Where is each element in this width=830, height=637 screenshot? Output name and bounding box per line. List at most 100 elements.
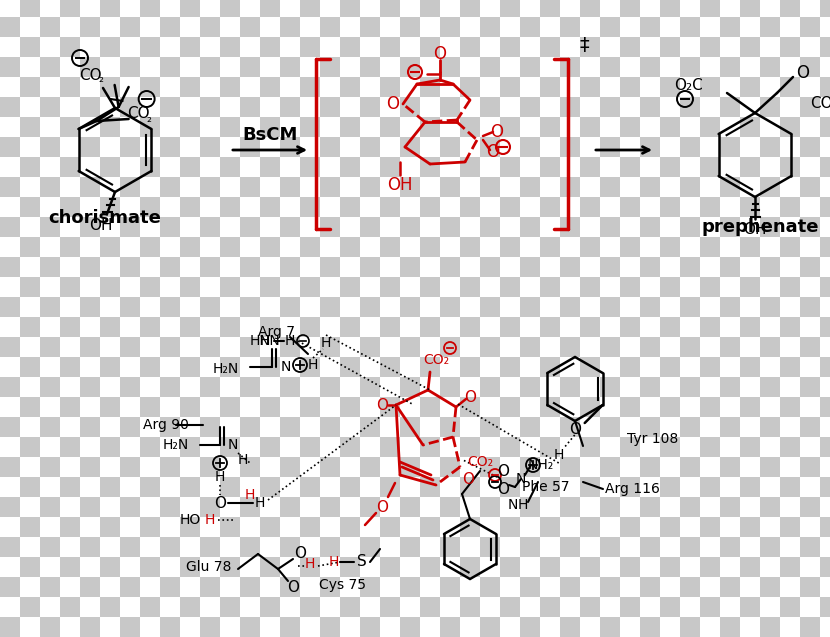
Bar [500,97,520,117]
Bar [0,537,20,557]
Bar [520,597,540,617]
Bar [640,217,660,237]
Bar [700,337,720,357]
Bar [520,0,540,17]
Bar [60,577,80,597]
Bar [200,457,220,477]
Bar [200,597,220,617]
Bar [620,457,640,477]
Text: Arg 90: Arg 90 [143,418,189,432]
Bar [320,457,340,477]
Bar [360,557,380,577]
Bar [700,617,720,637]
Text: O: O [287,580,299,594]
Bar [700,317,720,337]
Bar [440,237,460,257]
Bar [500,557,520,577]
Text: HN: HN [260,334,281,348]
Bar [360,217,380,237]
Bar [60,517,80,537]
Bar [140,0,160,17]
Bar [260,137,280,157]
Bar [660,177,680,197]
Bar [60,397,80,417]
Bar [520,217,540,237]
Bar [580,437,600,457]
Text: Cys 75: Cys 75 [319,578,365,592]
Bar [500,277,520,297]
Bar [380,377,400,397]
Bar [320,257,340,277]
Bar [620,437,640,457]
Bar [520,577,540,597]
Bar [400,77,420,97]
Bar [380,597,400,617]
Bar [620,597,640,617]
Bar [320,137,340,157]
Bar [20,157,40,177]
Text: O: O [214,496,226,510]
Bar [200,497,220,517]
Bar [580,277,600,297]
Bar [20,617,40,637]
Bar [160,437,180,457]
Bar [360,177,380,197]
Bar [80,557,100,577]
Bar [820,277,830,297]
Bar [600,257,620,277]
Bar [260,517,280,537]
Bar [400,497,420,517]
Bar [420,357,440,377]
Bar [760,37,780,57]
Bar [340,97,360,117]
Bar [100,197,120,217]
Bar [320,377,340,397]
Bar [280,57,300,77]
Bar [480,0,500,17]
Text: CO₂: CO₂ [423,353,449,367]
Bar [20,297,40,317]
Bar [680,197,700,217]
Bar [540,0,560,17]
Bar [140,497,160,517]
Bar [540,17,560,37]
Bar [240,277,260,297]
Bar [800,317,820,337]
Bar [340,297,360,317]
Bar [500,297,520,317]
Bar [500,477,520,497]
Bar [420,277,440,297]
Bar [220,77,240,97]
Bar [140,17,160,37]
Bar [540,517,560,537]
Bar [500,517,520,537]
Bar [60,237,80,257]
Bar [80,537,100,557]
Bar [360,317,380,337]
Bar [60,137,80,157]
Bar [40,57,60,77]
Bar [340,177,360,197]
Bar [460,157,480,177]
Bar [520,277,540,297]
Bar [340,517,360,537]
Bar [600,37,620,57]
Bar [700,517,720,537]
Bar [40,197,60,217]
Bar [0,157,20,177]
Bar [360,17,380,37]
Bar [560,577,580,597]
Bar [800,477,820,497]
Bar [140,597,160,617]
Bar [600,477,620,497]
Text: H: H [305,557,315,571]
Bar [540,57,560,77]
Bar [660,317,680,337]
Bar [160,597,180,617]
Bar [560,557,580,577]
Bar [620,277,640,297]
Bar [620,257,640,277]
Bar [740,617,760,637]
Bar [640,557,660,577]
Bar [420,197,440,217]
